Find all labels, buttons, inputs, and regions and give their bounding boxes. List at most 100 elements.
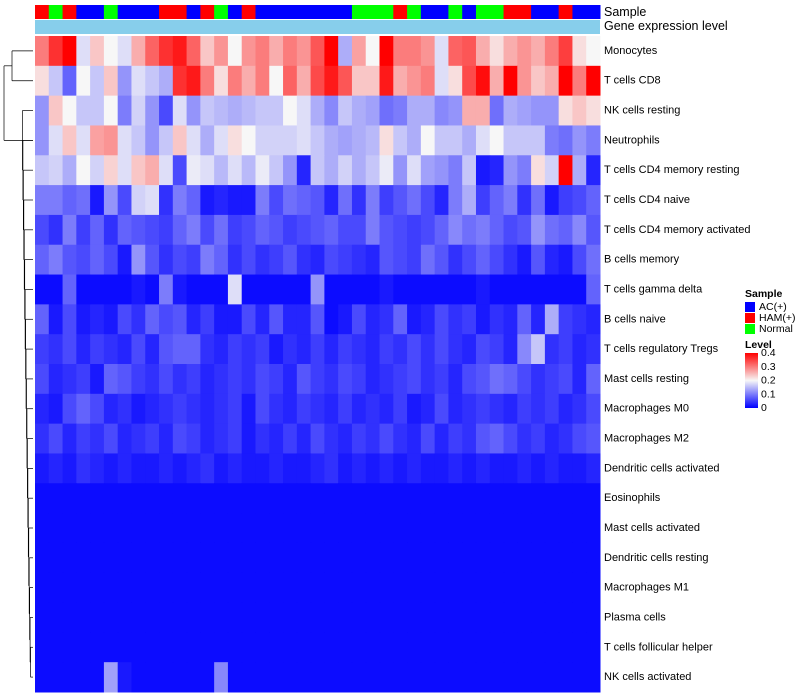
heatmap-cell <box>90 95 105 126</box>
heatmap-cell <box>227 36 243 67</box>
heatmap-cell <box>103 483 119 514</box>
heatmap-cell <box>558 95 573 126</box>
heatmap-cell <box>531 304 546 335</box>
heatmap-cell <box>186 364 201 395</box>
heatmap-cell <box>103 513 119 544</box>
sample-cell-2 <box>62 5 77 19</box>
heatmap-cell <box>365 364 381 395</box>
heatmap-cell <box>365 214 381 246</box>
heatmap-cell <box>255 572 270 604</box>
heatmap-cell <box>255 513 270 544</box>
heatmap-cell <box>475 214 491 246</box>
heatmap-cell <box>35 453 50 484</box>
heatmap-cell <box>365 36 381 67</box>
heatmap-cell <box>62 453 77 484</box>
heatmap-cell <box>76 453 91 484</box>
heatmap-cell <box>365 513 381 544</box>
heatmap-cell <box>283 334 298 365</box>
heatmap-cell <box>241 423 256 454</box>
heatmap-cell <box>296 36 312 67</box>
heatmap-cell <box>76 334 91 365</box>
heatmap-cell <box>572 453 587 484</box>
heatmap-cell <box>448 662 463 693</box>
heatmap-cell <box>48 185 64 216</box>
heatmap-cell <box>475 95 491 126</box>
sample-cell-24 <box>365 5 381 19</box>
heatmap-cell <box>131 453 146 484</box>
heatmap-cell <box>227 453 243 484</box>
heatmap-cell <box>269 185 284 216</box>
heatmap-cell <box>255 185 270 216</box>
heatmap-cell <box>572 155 587 186</box>
heatmap-cell <box>90 572 105 604</box>
heatmap-cell <box>475 364 491 395</box>
heatmap-cell <box>283 393 298 425</box>
row-labels: Monocytes T cells CD8 NK cells resting Neut… <box>604 45 751 683</box>
heatmap-cell <box>544 185 560 216</box>
heatmap-cell <box>159 334 174 365</box>
heatmap-cell <box>475 513 491 544</box>
heatmap-cell <box>269 36 284 67</box>
heatmap-cell <box>241 572 256 604</box>
heatmap-cell <box>503 632 518 663</box>
heatmap-cell <box>489 423 505 454</box>
heatmap-cell <box>462 662 477 693</box>
heatmap-cell <box>420 423 436 454</box>
heatmap-cell <box>310 36 325 67</box>
sample-cell-3 <box>76 5 91 19</box>
heatmap-cell <box>35 244 50 276</box>
heatmap-cell <box>379 95 394 126</box>
heatmap-cell <box>407 155 422 186</box>
heatmap-cell <box>531 453 546 484</box>
heatmap-cell <box>48 453 64 484</box>
heatmap-cell <box>365 423 381 454</box>
heatmap-cell <box>572 304 587 335</box>
heatmap-cell <box>310 572 325 604</box>
heatmap-cell <box>186 423 201 454</box>
heatmap-cell <box>117 304 132 335</box>
heatmap-cell <box>214 423 229 454</box>
heatmap-cell <box>186 36 201 67</box>
heatmap-cell <box>475 304 491 335</box>
heatmap-cell <box>131 65 146 97</box>
heatmap-cell <box>255 244 270 276</box>
heatmap-cell <box>558 602 573 633</box>
heatmap-cell <box>283 185 298 216</box>
heatmap-cell <box>531 513 546 544</box>
heatmap-cell <box>448 513 463 544</box>
heatmap-cell <box>255 423 270 454</box>
heatmap-cell <box>324 36 339 67</box>
heatmap-cell <box>255 155 270 186</box>
heatmap-cell <box>48 542 64 574</box>
heatmap-cell <box>351 453 367 484</box>
heatmap-cell <box>434 274 449 305</box>
heatmap-cell <box>200 95 215 126</box>
heatmap-cell <box>255 304 270 335</box>
heatmap-cell <box>379 274 394 305</box>
heatmap-cell <box>62 274 77 305</box>
heatmap-cell <box>103 65 119 97</box>
row-label: T cells follicular helper <box>604 641 713 653</box>
heatmap-cell <box>159 95 174 126</box>
row-label: T cells CD4 memory activated <box>604 224 751 236</box>
heatmap-cell <box>117 602 132 633</box>
heatmap-cell <box>117 214 132 246</box>
heatmap-cell <box>351 662 367 693</box>
heatmap-cell <box>186 513 201 544</box>
heatmap-cell <box>117 65 132 97</box>
heatmap-cell <box>544 155 560 186</box>
heatmap-cell <box>586 36 601 67</box>
heatmap-cell <box>241 185 256 216</box>
heatmap-cell <box>365 393 381 425</box>
heatmap-cell <box>76 572 91 604</box>
heatmap-cell <box>76 662 91 693</box>
heatmap-cell <box>35 662 50 693</box>
heatmap-cell <box>365 453 381 484</box>
heatmap-cell <box>544 244 560 276</box>
heatmap-cell <box>351 155 367 186</box>
sample-cell-1 <box>48 5 64 19</box>
heatmap-cell <box>48 214 64 246</box>
heatmap-cell <box>531 65 546 97</box>
heatmap-cell <box>145 453 160 484</box>
row-label: T cells CD4 memory resting <box>604 164 740 176</box>
